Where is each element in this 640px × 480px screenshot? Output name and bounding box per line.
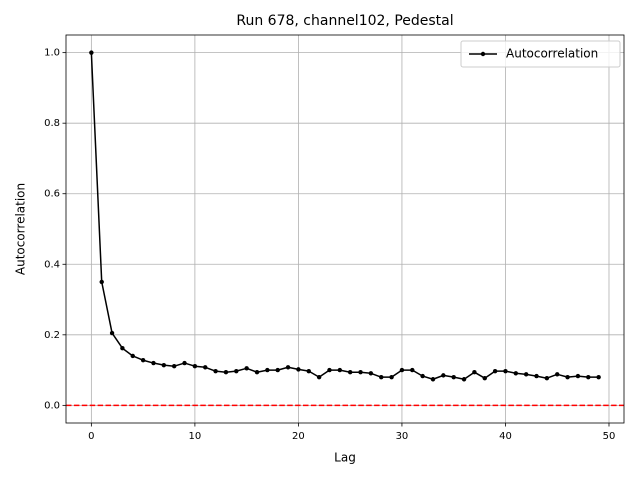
data-point [306,368,311,374]
data-point [296,367,301,372]
axes-frame [65,34,625,424]
data-point [379,374,384,380]
data-point [503,368,508,374]
y-tick-label: 0.2 [44,330,60,341]
data-point [575,373,581,379]
data-point [140,358,146,363]
data-point [120,346,125,351]
data-point [161,362,167,368]
data-point [513,371,519,376]
y-tick-label: 0.8 [44,118,60,129]
data-point [544,376,550,381]
data-point [441,373,446,378]
data-point [337,367,343,373]
data-point [534,373,539,379]
data-point [410,367,415,373]
x-tick-label: 10 [189,431,202,442]
y-tick-label: 1.0 [44,48,60,59]
data-point [596,374,601,380]
y-axis-label: Autocorrelation [14,183,28,275]
data-point [275,367,280,373]
data-point [285,365,291,370]
data-point [192,364,198,369]
y-tick-label: 0.6 [44,189,60,200]
data-point [555,372,560,377]
data-point [327,367,332,373]
data-point [99,279,104,285]
y-tick-label: 0.4 [44,259,60,270]
data-point [213,368,218,374]
legend-marker [480,51,486,57]
data-point [368,371,374,376]
data-point [203,365,208,370]
y-tick-label: 0.0 [44,400,60,411]
data-point [482,376,487,381]
data-point [244,366,249,371]
data-point [565,374,570,380]
data-point [389,374,394,380]
x-tick-label: 40 [499,431,512,442]
data-point [492,368,498,374]
data-point [182,360,187,366]
x-tick-label: 30 [396,431,409,442]
data-point [523,372,529,377]
data-point [234,368,239,374]
x-tick-label: 50 [603,431,616,442]
data-point [223,370,229,375]
data-point [472,370,477,375]
data-point [130,353,135,359]
chart-title: Run 678, channel102, Pedestal [236,13,453,29]
data-point [109,330,115,336]
data-point [151,360,156,366]
data-point [586,374,591,380]
data-point [420,373,425,379]
data-point [451,374,456,380]
data-point [89,50,94,55]
data-point [347,370,353,375]
x-tick-label: 20 [292,431,305,442]
data-point [171,364,177,369]
x-tick-label: 0 [88,431,94,442]
data-point [430,377,436,382]
x-axis-label: Lag [334,451,356,465]
data-point [399,367,405,373]
legend-box [460,40,621,68]
data-point [265,367,270,373]
legend-label: Autocorrelation [506,47,598,61]
data-point [358,370,363,375]
data-point [254,370,260,375]
data-point [316,374,322,380]
data-point [461,377,467,382]
